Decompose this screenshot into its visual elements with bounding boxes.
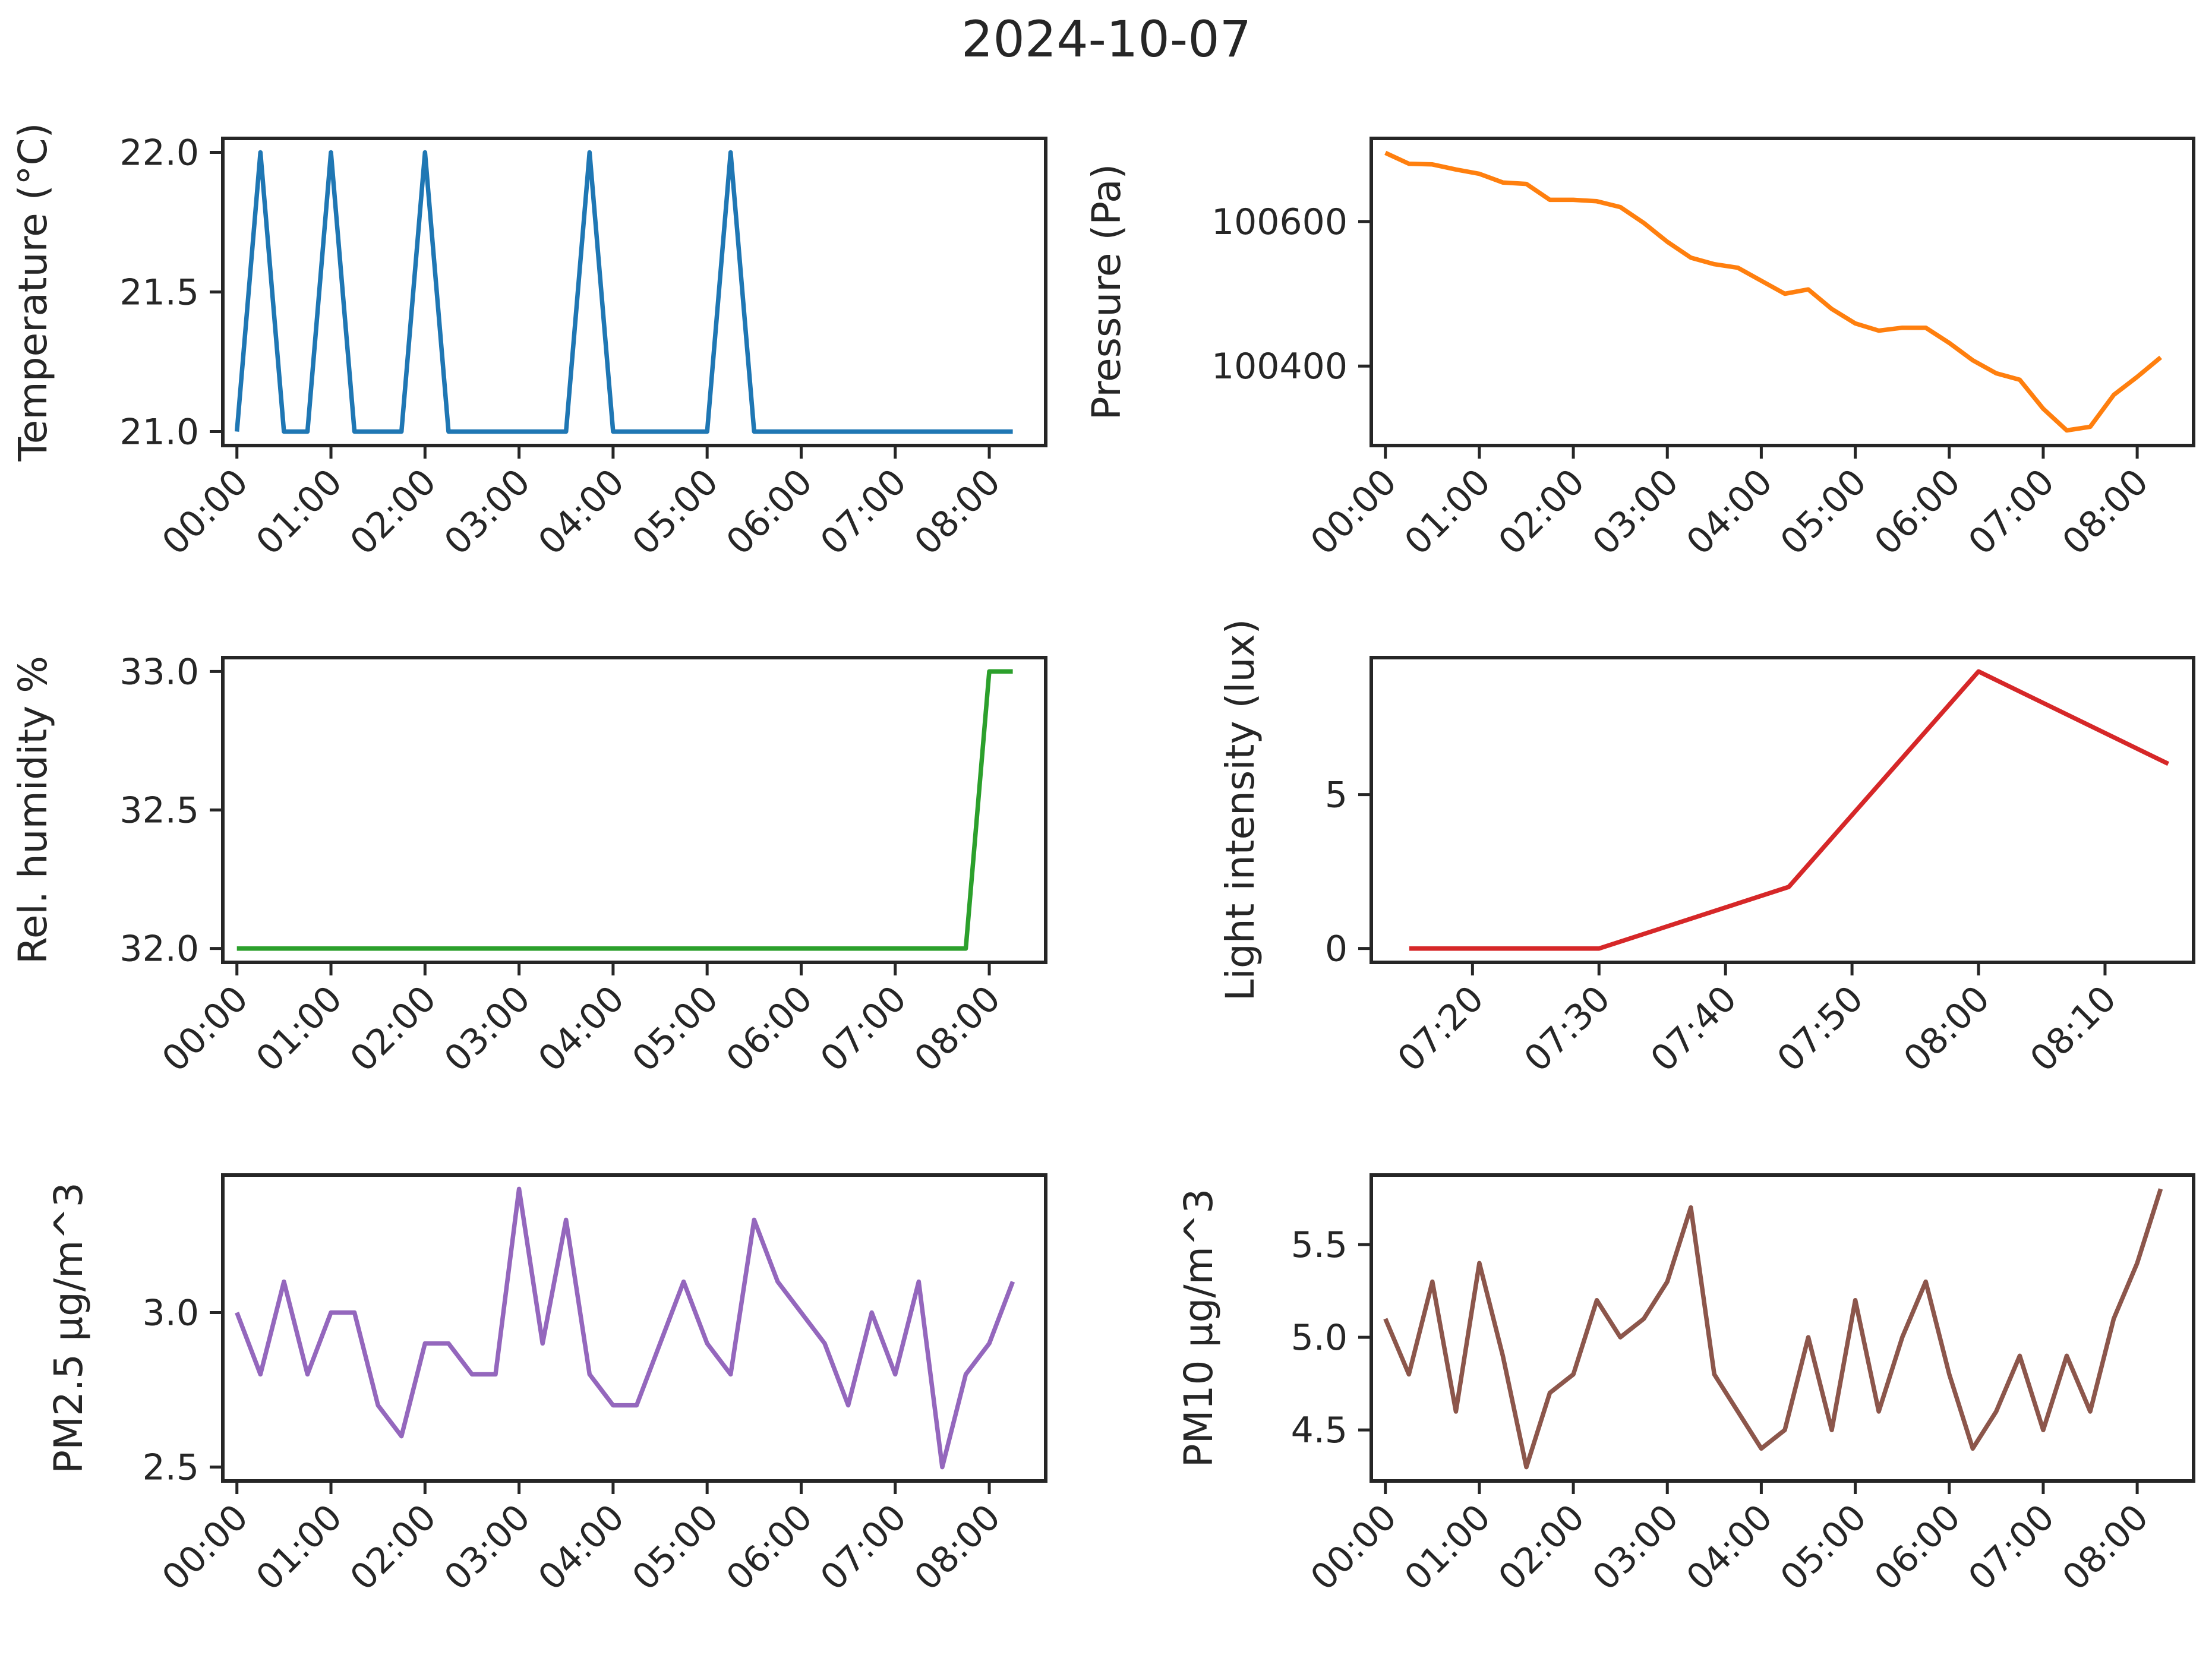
pressure-y-axis-label: Pressure (Pa) [1084,164,1129,421]
pm10-y-axis-label: PM10 µg/m^3 [1176,1189,1222,1467]
humidity-y-tick-label: 32.0 [119,929,199,970]
pm25-axes-frame [221,1173,1047,1483]
pressure-series-line [1384,150,2162,433]
pm25-y-tick-label: 2.5 [143,1447,199,1489]
pm10-y-tick-label: 5.5 [1291,1224,1348,1266]
pm10-y-tick-label: 5.0 [1291,1317,1348,1359]
pm25-y-tick-label: 3.0 [143,1292,199,1334]
humidity-series-line [236,669,1013,951]
light-series-line [1409,669,2170,951]
humidity-y-tick-label: 32.5 [119,790,199,832]
figure-title: 2024-10-07 [961,10,1251,68]
pressure-y-tick-label: 100600 [1211,201,1348,243]
temperature-series-line [234,150,1013,434]
light-y-tick-label: 5 [1325,775,1348,816]
pm10-y-tick-label: 4.5 [1291,1410,1348,1451]
temperature-y-axis-label: Temperature (°C) [10,123,56,462]
pm10-axes-frame [1370,1173,2195,1483]
light-y-axis-label: Light intensity (lux) [1217,619,1263,1002]
temperature-y-tick-label: 21.5 [119,272,199,314]
pm10-series-line [1383,1188,2163,1470]
humidity-y-axis-label: Rel. humidity % [10,656,56,964]
temperature-y-tick-label: 22.0 [119,132,199,174]
pressure-y-tick-label: 100400 [1211,346,1348,387]
light-y-tick-label: 0 [1325,929,1348,970]
pm25-y-axis-label: PM2.5 µg/m^3 [46,1182,91,1473]
pm25-series-line [235,1186,1015,1470]
pressure-axes-frame [1370,137,2195,447]
humidity-y-tick-label: 33.0 [119,651,199,693]
temperature-y-tick-label: 21.0 [119,412,199,453]
light-axes-frame [1370,656,2195,964]
